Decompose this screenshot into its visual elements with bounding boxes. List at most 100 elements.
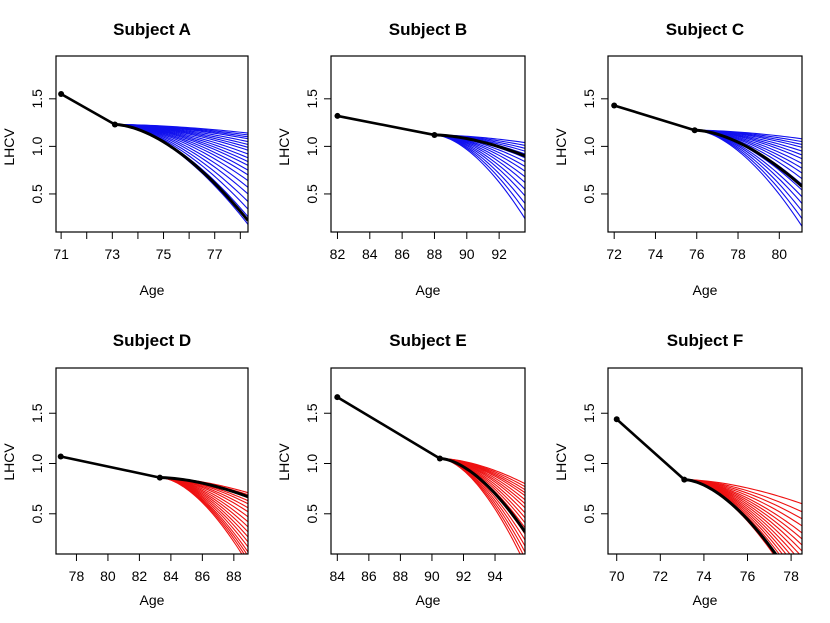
x-tick-label: 86 xyxy=(394,246,410,262)
x-tick-label: 88 xyxy=(226,568,242,584)
x-tick-label: 74 xyxy=(696,568,712,584)
panel-title: Subject C xyxy=(666,20,744,39)
panel-title: Subject F xyxy=(667,331,744,350)
y-tick-label: 1.5 xyxy=(29,403,45,423)
x-axis-label: Age xyxy=(140,592,165,608)
observed-point xyxy=(681,476,688,483)
x-axis-label: Age xyxy=(693,592,718,608)
x-tick-label: 78 xyxy=(783,568,799,584)
observed-point xyxy=(58,91,65,98)
y-tick-label: 1.5 xyxy=(304,89,320,109)
panel-subject-d: Subject D Age LHCV 0.5 1.0 1.5 78 80 82 84 86 88 xyxy=(1,331,249,608)
x-tick-label: 86 xyxy=(195,568,211,584)
plot-frame xyxy=(330,55,526,233)
x-axis-label: Age xyxy=(693,282,718,298)
y-tick-label: 1.0 xyxy=(304,454,320,474)
observed-point xyxy=(611,102,618,109)
x-tick-label: 90 xyxy=(424,568,440,584)
x-tick-label: 86 xyxy=(361,568,377,584)
x-tick-label: 76 xyxy=(740,568,756,584)
x-tick-label: 82 xyxy=(132,568,148,584)
y-axis-label: LHCV xyxy=(276,443,292,481)
observed-line xyxy=(613,104,696,132)
y-axis-label: LHCV xyxy=(1,443,17,481)
y-axis-label: LHCV xyxy=(553,443,569,481)
mean-projection-line xyxy=(159,476,248,499)
y-tick-label: 1.0 xyxy=(29,454,45,474)
y-tick-label: 1.0 xyxy=(581,454,597,474)
x-tick-label: 70 xyxy=(609,568,625,584)
panel-title: Subject E xyxy=(389,331,466,350)
x-tick-label: 76 xyxy=(689,246,705,262)
observed-point xyxy=(334,112,341,119)
x-tick-label: 84 xyxy=(163,568,179,584)
plot-frame xyxy=(607,367,803,555)
projection-line xyxy=(684,479,784,554)
y-tick-label: 1.0 xyxy=(29,136,45,156)
y-tick-label: 1.5 xyxy=(581,403,597,423)
observed-point xyxy=(431,131,438,138)
x-tick-label: 84 xyxy=(362,246,378,262)
observed-line xyxy=(337,114,435,137)
projection-line xyxy=(434,134,525,219)
x-tick-label: 78 xyxy=(730,246,746,262)
x-tick-label: 71 xyxy=(53,246,69,262)
x-tick-label: 82 xyxy=(330,246,346,262)
observed-point xyxy=(57,453,64,460)
observed-point xyxy=(691,127,698,134)
y-tick-label: 1.5 xyxy=(29,89,45,109)
y-tick-label: 1.0 xyxy=(581,136,597,156)
x-axis-label: Age xyxy=(416,592,441,608)
observed-point xyxy=(613,416,620,423)
x-tick-label: 92 xyxy=(491,246,507,262)
panel-subject-e: Subject E Age LHCV 0.5 1.0 1.5 84 86 88 90 92 94 xyxy=(276,331,526,608)
x-tick-label: 73 xyxy=(105,246,121,262)
y-tick-label: 0.5 xyxy=(29,184,45,204)
panel-title: Subject D xyxy=(113,331,191,350)
y-tick-label: 1.5 xyxy=(581,89,597,109)
x-tick-label: 78 xyxy=(69,568,85,584)
y-tick-label: 1.0 xyxy=(304,136,320,156)
mean-projection-line xyxy=(434,133,525,158)
y-axis-label: LHCV xyxy=(553,128,569,166)
plot-frame xyxy=(607,55,803,233)
observed-point xyxy=(436,455,443,462)
x-tick-label: 84 xyxy=(330,568,346,584)
x-tick-label: 88 xyxy=(393,568,409,584)
x-tick-label: 94 xyxy=(487,568,503,584)
y-axis-label: LHCV xyxy=(276,128,292,166)
observed-point xyxy=(156,474,163,481)
x-tick-label: 80 xyxy=(100,568,116,584)
observed-point xyxy=(334,394,341,401)
observed-line xyxy=(60,92,116,126)
plot-frame xyxy=(330,367,526,555)
x-tick-label: 74 xyxy=(648,246,664,262)
panel-subject-b: Subject B Age LHCV 0.5 1.0 1.5 82 84 86 88 90 92 xyxy=(276,20,526,298)
y-tick-label: 0.5 xyxy=(581,184,597,204)
x-tick-label: 90 xyxy=(459,246,475,262)
projection-line xyxy=(159,477,243,554)
x-tick-label: 75 xyxy=(156,246,172,262)
projection-line xyxy=(694,129,802,227)
observed-line xyxy=(60,455,161,479)
y-tick-label: 0.5 xyxy=(304,504,320,524)
x-tick-label: 88 xyxy=(427,246,443,262)
x-tick-label: 80 xyxy=(772,246,788,262)
panel-subject-c: Subject C Age LHCV 0.5 1.0 1.5 72 74 76 78 80 xyxy=(553,20,803,298)
mean-projection-line xyxy=(439,456,525,533)
plot-frame xyxy=(55,55,249,233)
observed-line xyxy=(615,418,686,481)
mean-projection-line xyxy=(694,128,802,188)
x-tick-label: 72 xyxy=(606,246,622,262)
x-tick-label: 92 xyxy=(456,568,472,584)
y-tick-label: 0.5 xyxy=(304,184,320,204)
x-tick-label: 77 xyxy=(207,246,223,262)
x-axis-label: Age xyxy=(140,282,165,298)
x-tick-label: 72 xyxy=(653,568,669,584)
observed-line xyxy=(336,396,441,460)
panel-title: Subject B xyxy=(389,20,467,39)
y-tick-label: 0.5 xyxy=(581,504,597,524)
observed-point xyxy=(111,121,118,128)
panel-subject-a: Subject A Age LHCV 0.5 1.0 1.5 71 73 75 77 xyxy=(1,20,249,298)
